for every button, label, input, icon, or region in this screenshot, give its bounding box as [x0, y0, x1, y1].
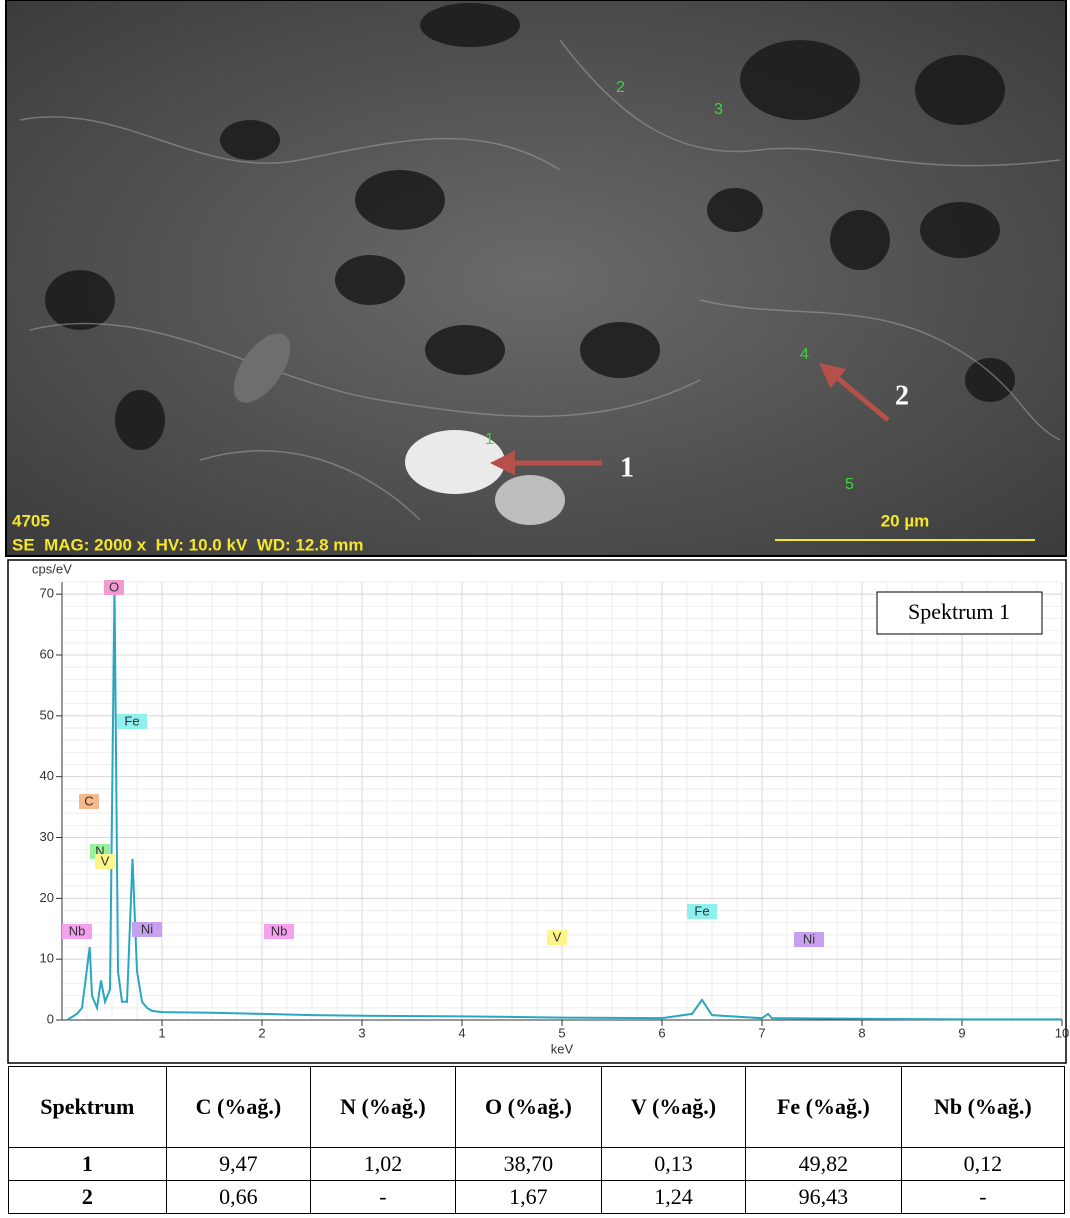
x-tick-label: 5 [558, 1025, 565, 1040]
sem-info: SE MAG: 2000 x HV: 10.0 kV WD: 12.8 mm [12, 535, 363, 554]
x-tick-label: 3 [358, 1025, 365, 1040]
peak-label: Nb [69, 923, 86, 938]
table-cell: 0,66 [166, 1181, 311, 1214]
y-tick-label: 70 [40, 586, 54, 601]
spectrum-chart: 0 10 20 30 40 50 60 70 1 2 3 4 5 6 7 8 9 10 cps/eV keV O Fe C N… [8, 560, 1069, 1063]
y-axis-label: cps/eV [32, 561, 72, 576]
header-cell: Fe (%ağ.) [746, 1067, 902, 1148]
header-cell: Spektrum [9, 1067, 167, 1148]
point-label: 1 [485, 431, 494, 448]
table-cell: 0,12 [901, 1148, 1064, 1181]
table-cell: 49,82 [746, 1148, 902, 1181]
y-tick-label: 50 [40, 707, 54, 722]
point-label: 5 [845, 476, 854, 493]
x-tick-label: 8 [858, 1025, 865, 1040]
x-tick-label: 9 [958, 1025, 965, 1040]
x-tick-label: 7 [758, 1025, 765, 1040]
sample-id: 4705 [12, 511, 50, 530]
sem-image: 4705 SE MAG: 2000 x HV: 10.0 kV WD: 12.8… [6, 0, 1066, 556]
x-tick-label: 10 [1055, 1025, 1069, 1040]
table-cell: 9,47 [166, 1148, 311, 1181]
peak-label: Ni [803, 931, 815, 946]
table-cell: 38,70 [455, 1148, 601, 1181]
peak-label: Fe [694, 903, 709, 918]
header-cell: O (%ağ.) [455, 1067, 601, 1148]
table-cell: - [311, 1181, 456, 1214]
table-cell: 1,24 [602, 1181, 746, 1214]
header-cell: Nb (%ağ.) [901, 1067, 1064, 1148]
x-axis-label: keV [551, 1041, 574, 1056]
scale-bar-label: 20 µm [881, 511, 930, 530]
peak-label: Ni [141, 921, 153, 936]
table-cell: 1 [9, 1148, 167, 1181]
x-tick-label: 4 [458, 1025, 465, 1040]
y-tick-label: 0 [47, 1011, 54, 1026]
peak-label: Nb [271, 923, 288, 938]
y-tick-label: 40 [40, 768, 54, 783]
table-cell: 96,43 [746, 1181, 902, 1214]
point-label: 2 [616, 79, 625, 96]
x-tick-label: 1 [158, 1025, 165, 1040]
header-cell: V (%ağ.) [602, 1067, 746, 1148]
arrow-label: 1 [620, 452, 634, 483]
y-tick-label: 10 [40, 951, 54, 966]
peak-label: O [109, 579, 119, 594]
point-label: 3 [714, 101, 723, 118]
arrow-label: 2 [895, 380, 909, 411]
table-cell: 1,67 [455, 1181, 601, 1214]
header-cell: C (%ağ.) [166, 1067, 311, 1148]
peak-label: V [553, 929, 562, 944]
peak-label: V [101, 853, 110, 868]
x-tick-label: 6 [658, 1025, 665, 1040]
peak-label: Fe [124, 713, 139, 728]
header-cell: N (%ağ.) [311, 1067, 456, 1148]
x-tick-label: 2 [258, 1025, 265, 1040]
table-cell: 1,02 [311, 1148, 456, 1181]
peak-label: C [84, 793, 93, 808]
page: {"sem_image": {"sample_id": "4705", "inf… [0, 0, 1070, 1218]
table-cell: - [901, 1181, 1064, 1214]
y-tick-label: 30 [40, 829, 54, 844]
legend-label: Spektrum 1 [908, 599, 1010, 624]
table-cell: 2 [9, 1181, 167, 1214]
figure: 4705 SE MAG: 2000 x HV: 10.0 kV WD: 12.8… [0, 0, 1070, 1066]
y-tick-label: 20 [40, 890, 54, 905]
point-label: 4 [800, 346, 809, 363]
table-cell: 0,13 [602, 1148, 746, 1181]
y-tick-label: 60 [40, 646, 54, 661]
